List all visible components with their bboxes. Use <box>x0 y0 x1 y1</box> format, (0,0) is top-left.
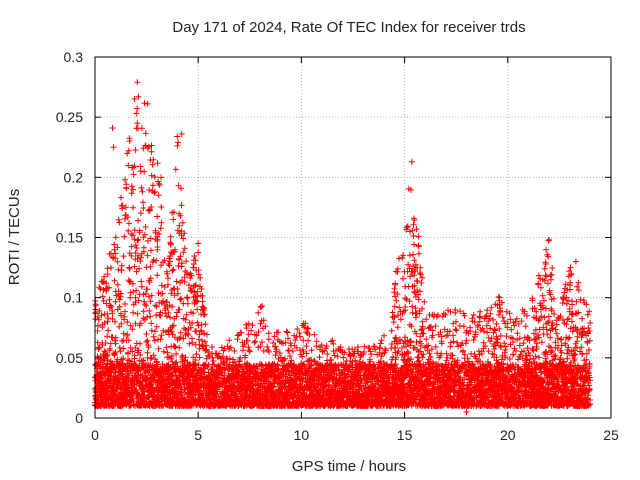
x-tick-label: 0 <box>91 427 99 443</box>
outlier-point <box>133 110 140 117</box>
outlier-point <box>158 174 165 181</box>
axis-ticks: 0 5 10 15 20 25 0 0.05 0.1 0.15 0.2 0.25 0.3 <box>56 49 619 443</box>
y-axis-label: ROTI / TECUs <box>6 189 23 285</box>
y-tick-label: 0 <box>75 410 83 426</box>
outlier-point <box>408 158 415 165</box>
outlier-point <box>110 144 117 151</box>
x-axis-label: GPS time / hours <box>292 458 406 475</box>
outlier-point <box>178 131 185 138</box>
x-tick-label: 25 <box>603 427 619 443</box>
grid-lines <box>95 57 611 418</box>
y-tick-label: 0.3 <box>64 49 84 65</box>
outlier-point <box>259 303 266 310</box>
x-tick-label: 5 <box>194 427 202 443</box>
outlier-point <box>134 120 141 127</box>
y-tick-label: 0.1 <box>64 290 84 306</box>
y-tick-label: 0.25 <box>56 109 83 125</box>
outlier-point <box>195 240 202 247</box>
x-tick-label: 15 <box>397 427 413 443</box>
outlier-point <box>109 124 116 131</box>
outlier-point <box>572 258 579 265</box>
data-points <box>92 79 594 415</box>
y-tick-label: 0.05 <box>56 350 83 366</box>
outlier-point <box>144 100 151 107</box>
y-tick-label: 0.2 <box>64 169 84 185</box>
outlier-point <box>428 402 435 409</box>
outlier-point <box>134 79 141 86</box>
x-tick-label: 10 <box>294 427 310 443</box>
outlier-point <box>135 93 142 100</box>
outlier-point <box>546 236 553 243</box>
x-tick-label: 20 <box>500 427 516 443</box>
outlier-point <box>496 294 503 301</box>
y-tick-label: 0.15 <box>56 230 83 246</box>
outlier-point <box>463 408 470 415</box>
chart-title: Day 171 of 2024, Rate Of TEC Index for r… <box>172 19 525 36</box>
scatter-markers <box>92 96 594 409</box>
